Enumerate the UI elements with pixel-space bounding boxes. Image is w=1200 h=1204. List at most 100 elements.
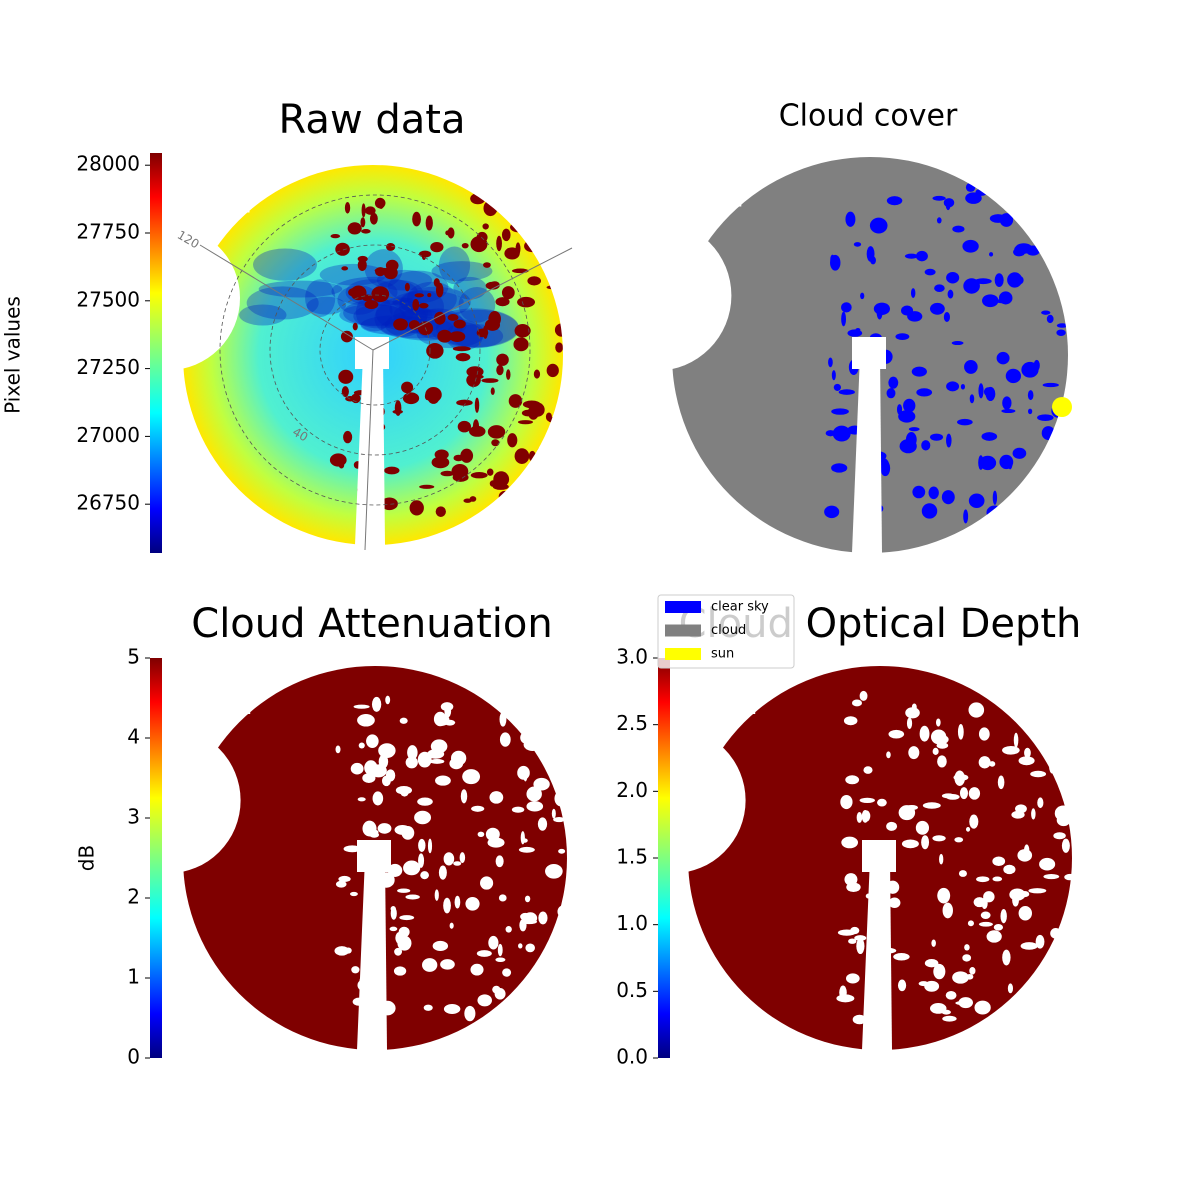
sky-image (672, 157, 1074, 553)
cloud-patch (878, 349, 893, 364)
cloud-patch (431, 456, 450, 469)
cloud-patch (449, 922, 454, 929)
cloud-patch (864, 855, 878, 867)
cloud-patch (1049, 996, 1059, 1007)
cloud-patch (496, 353, 509, 366)
colorbar (150, 153, 162, 553)
cloud-patch (414, 293, 424, 298)
panel-title: Raw data (279, 97, 466, 143)
cloud-patch (502, 196, 511, 208)
cloud-patch (501, 286, 515, 300)
cloud-patch (929, 302, 945, 315)
cloud-patch (1049, 757, 1058, 769)
cloud-patch (550, 208, 556, 216)
cloud-patch (845, 775, 860, 785)
cloud-patch (451, 463, 469, 479)
cloud-patch (932, 747, 939, 755)
cloud-patch (873, 977, 890, 984)
cloud-patch (840, 794, 853, 810)
legend-swatch (665, 648, 701, 660)
sky-image (688, 666, 1077, 1050)
cloud-patch (424, 392, 430, 401)
cloud-patch (945, 200, 951, 211)
cloud-patch (844, 873, 858, 886)
cloud-patch (905, 707, 920, 719)
cloud-patch (854, 935, 867, 941)
cloud-patch (1001, 409, 1016, 414)
cloud-patch (401, 381, 414, 394)
cloud-patch (364, 300, 379, 310)
cloud-patch (530, 223, 540, 239)
cloud-patch (1007, 983, 1014, 994)
cloud-patch (922, 802, 941, 809)
cloud-patch (901, 839, 919, 849)
cloud-patch (531, 402, 545, 417)
cloud-patch (338, 875, 351, 883)
cloud-patch (958, 997, 973, 1009)
cloud-patch (841, 302, 852, 313)
cloud-patch (1051, 485, 1066, 496)
cloud-patch (412, 211, 421, 227)
cloud-patch (498, 894, 507, 902)
cloud-patch (394, 825, 411, 835)
cloud-patch (489, 281, 500, 289)
sun-marker (1052, 397, 1072, 417)
dark-region (453, 276, 487, 300)
cloud-patch (335, 242, 350, 256)
cloud-patch (403, 860, 421, 876)
cloud-patch (1041, 860, 1051, 870)
cloud-patch (447, 227, 455, 239)
cloud-patch (516, 193, 534, 207)
cloud-patch (452, 346, 471, 352)
cloud-patch (960, 383, 966, 390)
cloud-patch (982, 294, 999, 308)
cloud-patch (946, 381, 960, 392)
cloud-patch (338, 369, 354, 384)
cloud-patch (968, 493, 985, 509)
cloud-patch (381, 775, 391, 787)
cloud-patch (414, 810, 432, 825)
cloud-patch (1027, 390, 1034, 401)
cloud-patch (932, 835, 946, 842)
cloud-patch (908, 427, 920, 432)
cloud-patch (375, 267, 386, 277)
cloud-patch (871, 362, 878, 368)
cloud-patch (1028, 888, 1047, 894)
cloud-patch (353, 461, 362, 469)
cloud-patch (1056, 219, 1070, 230)
cloud-patch (364, 760, 378, 776)
cloud-patch (444, 719, 456, 726)
cloud-patch (367, 829, 379, 835)
cloud-patch (850, 926, 860, 935)
cloud-patch (521, 919, 538, 925)
image-base (688, 666, 1072, 1050)
cloud-patch (1014, 993, 1027, 1009)
cloud-patch (921, 503, 938, 519)
cloud-patch (921, 835, 930, 850)
cloud-patch (967, 920, 974, 927)
cloud-patch (525, 943, 535, 953)
cloud-patch (546, 285, 565, 290)
cloud-patch (462, 769, 481, 785)
cloud-patch (964, 944, 970, 951)
cloud-patch (533, 777, 550, 791)
cloud-patch (1005, 368, 1022, 384)
cloud-patch (1056, 329, 1066, 336)
cloud-patch (379, 1000, 396, 1016)
cloud-patch (449, 331, 466, 342)
cloud-patch (866, 246, 875, 262)
cloud-patch (361, 203, 366, 218)
colorbar-tick-label: 5 (127, 645, 140, 669)
cloud-patch (377, 423, 386, 431)
cloud-patch (533, 369, 541, 379)
cloud-patch (378, 872, 395, 888)
cloud-patch (343, 430, 353, 444)
polar-grid (269, 244, 481, 456)
cloud-patch (906, 717, 913, 730)
cloud-patch (989, 252, 994, 257)
cloud-patch (517, 765, 530, 780)
cloud-patch (912, 485, 926, 499)
cloud-patch (957, 724, 964, 740)
cloud-patch (540, 470, 559, 479)
cloud-patch (476, 950, 492, 957)
